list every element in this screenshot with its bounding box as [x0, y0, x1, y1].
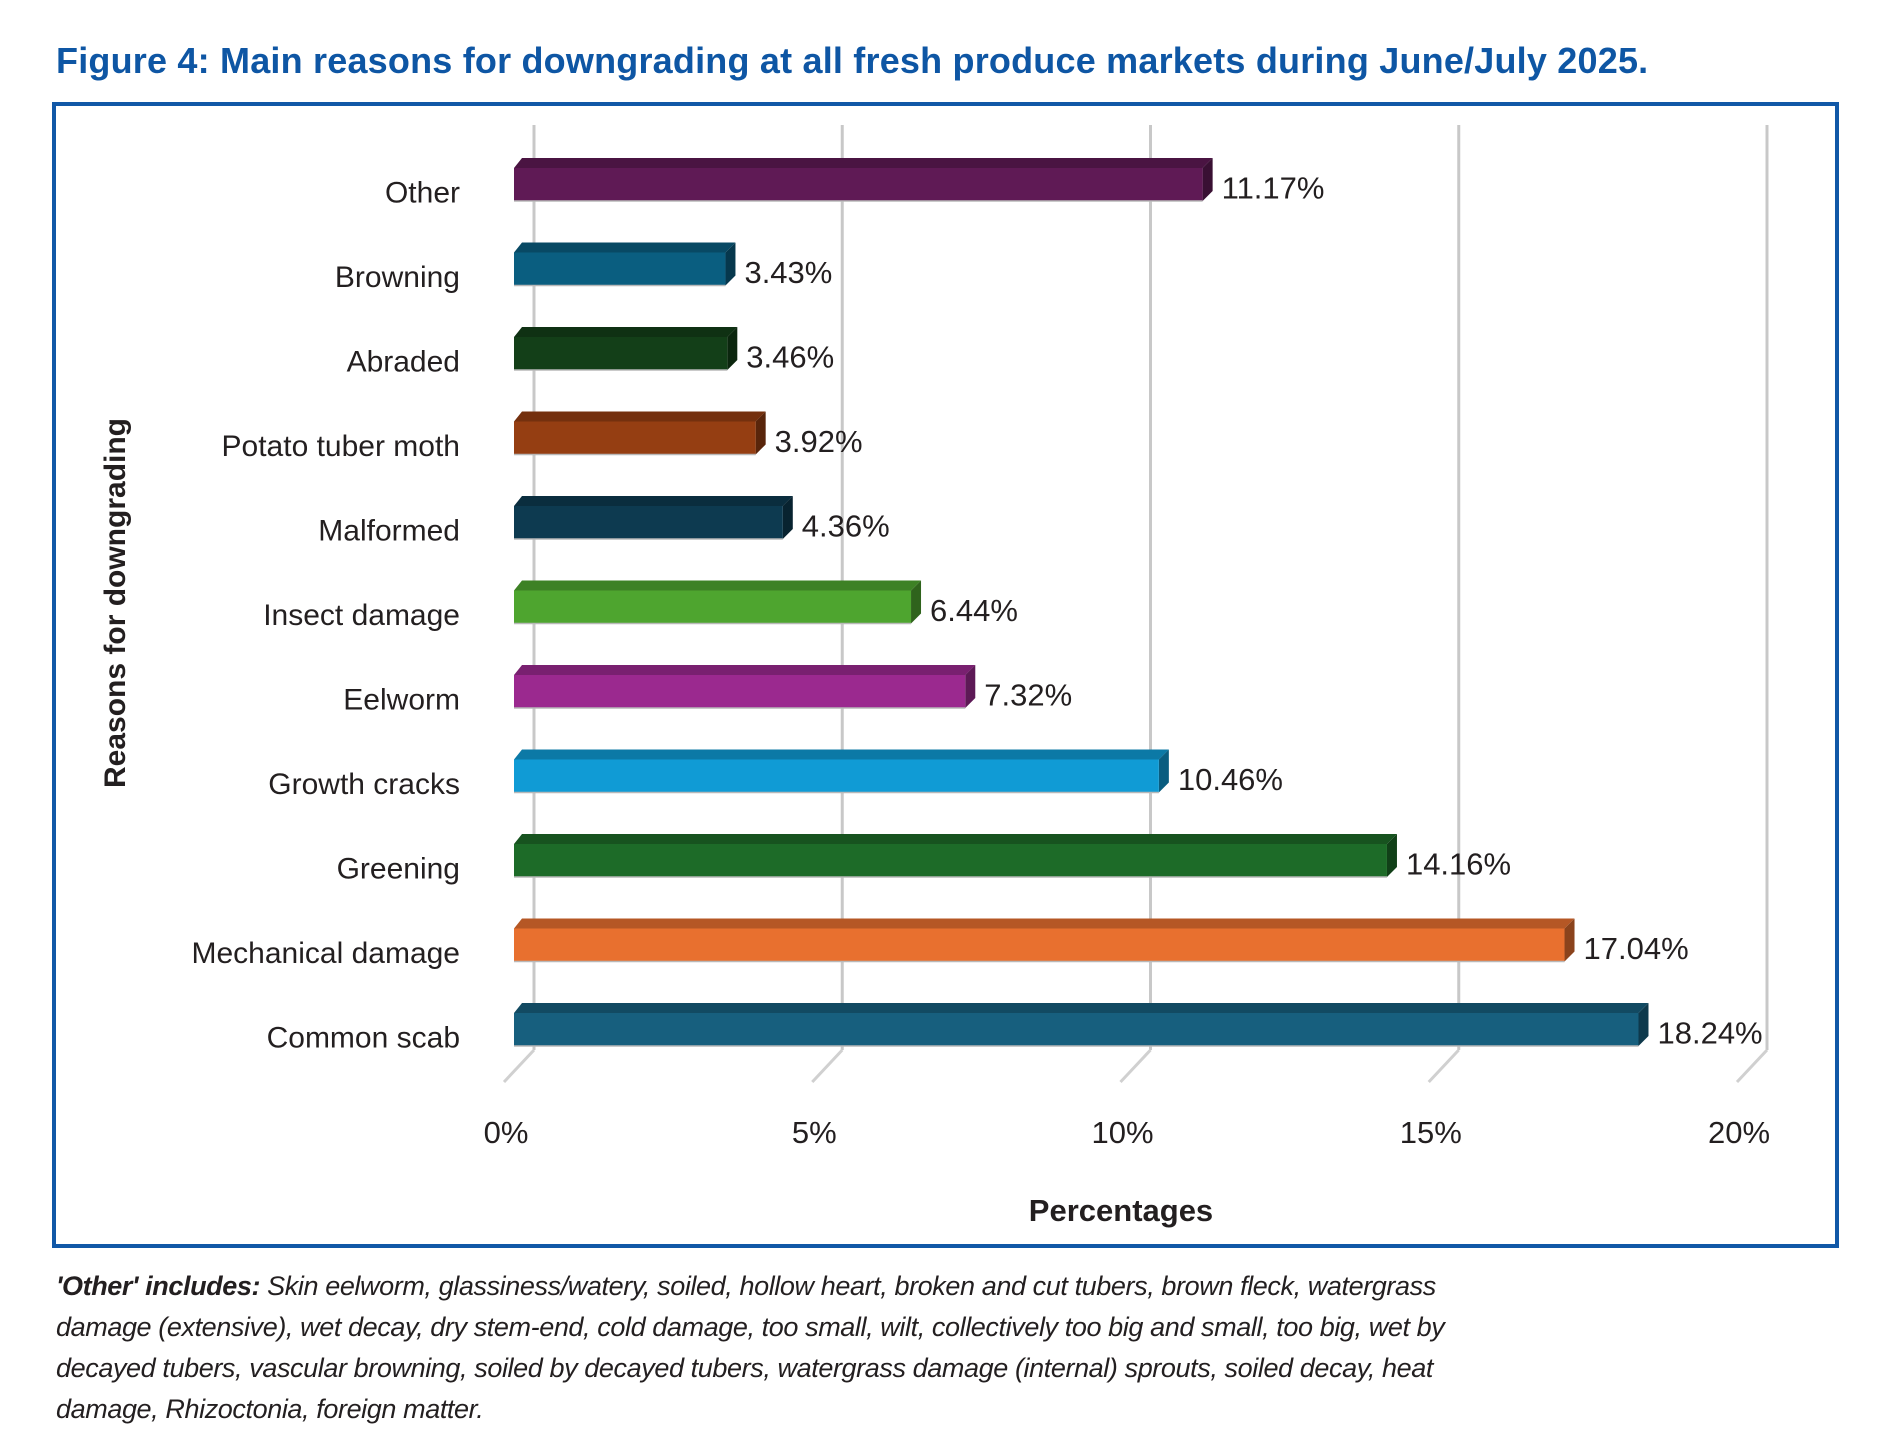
- bar-top-face: [514, 327, 740, 337]
- footnote-lead: 'Other' includes:: [56, 1271, 261, 1301]
- bar-top-face: [514, 918, 1577, 929]
- gridline-floor: [1735, 1048, 1769, 1084]
- bar-side-face: [727, 327, 738, 370]
- category-label: Malformed: [318, 514, 460, 547]
- bar: [514, 252, 726, 286]
- x-tick-label: 0%: [484, 1115, 529, 1150]
- bar-group: 6.44%: [514, 580, 1018, 628]
- bar-group: 3.43%: [514, 242, 832, 290]
- category-labels: Other Browning Abraded Potato tuber moth Mal…: [192, 176, 461, 1054]
- category-label: Insect damage: [263, 599, 460, 632]
- x-tick-label: 5%: [792, 1115, 837, 1150]
- bar-group: 4.36%: [514, 496, 890, 544]
- footnote-line: damage, Rhizoctonia, foreign matter.: [56, 1394, 484, 1424]
- bar: [514, 675, 966, 708]
- bar-side-face: [725, 242, 736, 286]
- footnote-line: decayed tubers, vascular browning, soile…: [56, 1353, 1433, 1383]
- gridline-floor: [811, 1048, 844, 1084]
- figure-title: Figure 4: Main reasons for downgrading a…: [56, 40, 1649, 81]
- gridline-floor: [502, 1048, 536, 1084]
- category-label: Browning: [335, 261, 460, 294]
- bar: [514, 506, 783, 539]
- bar-side-face: [1638, 1003, 1649, 1046]
- bar-top-face: [514, 580, 924, 591]
- footnote-line: damage (extensive), wet decay, dry stem-…: [56, 1312, 1445, 1342]
- bar-group: 10.46%: [514, 749, 1283, 797]
- bar-top-face: [514, 158, 1215, 168]
- bar-top-face: [514, 749, 1171, 760]
- bar-top-face: [514, 411, 768, 422]
- category-label: Mechanical damage: [192, 937, 461, 970]
- bar: [514, 759, 1159, 793]
- gridline-floor: [1427, 1048, 1460, 1084]
- bar-side-face: [965, 665, 976, 708]
- bar: [514, 844, 1387, 877]
- footnote: 'Other' includes: Skin eelworm, glassine…: [56, 1266, 1856, 1430]
- bar-group: 17.04%: [514, 918, 1689, 966]
- bar-value-label: 4.36%: [802, 509, 890, 544]
- x-tick-labels: 0% 5% 10% 15% 20%: [484, 1115, 1770, 1150]
- bar-group: 18.24%: [514, 1003, 1763, 1051]
- x-tick-label: 20%: [1708, 1115, 1770, 1150]
- x-axis-title: Percentages: [1029, 1193, 1213, 1228]
- bar-value-label: 7.32%: [984, 678, 1072, 713]
- footnote-text: Skin eelworm, glassiness/watery, soiled,…: [260, 1271, 1436, 1301]
- bar-value-label: 3.43%: [744, 255, 832, 290]
- bar-top-face: [514, 1003, 1651, 1013]
- bar-side-face: [911, 580, 922, 624]
- bar-value-label: 14.16%: [1406, 847, 1511, 882]
- category-label: Abraded: [347, 345, 460, 378]
- category-label: Potato tuber moth: [222, 430, 460, 463]
- bar-top-face: [514, 242, 738, 253]
- category-label: Greening: [337, 852, 460, 885]
- bar-group: 11.17%: [514, 158, 1324, 206]
- bar-value-label: 3.46%: [746, 340, 834, 375]
- category-label: Eelworm: [343, 683, 460, 716]
- bar-value-label: 10.46%: [1178, 762, 1283, 797]
- bar-group: 14.16%: [514, 834, 1511, 882]
- bar-top-face: [514, 834, 1399, 844]
- bar-group: 3.92%: [514, 411, 863, 459]
- bar-group: 3.46%: [514, 327, 834, 375]
- bar-group: 7.32%: [514, 665, 1072, 713]
- footnote-line: 'Other' includes: Skin eelworm, glassine…: [56, 1266, 1856, 1307]
- category-label: Common scab: [267, 1021, 460, 1054]
- bar-value-label: 3.92%: [775, 424, 863, 459]
- bar: [514, 168, 1203, 201]
- bar-value-label: 6.44%: [930, 593, 1018, 628]
- bars: 11.17% 3.43% 3.46% 3.92% 4.36% 6.44% 7.32% 10.4…: [514, 158, 1763, 1051]
- bar: [514, 590, 912, 624]
- bar-side-face: [782, 496, 793, 539]
- bar: [514, 421, 756, 455]
- bar-top-face: [514, 665, 978, 675]
- bar-side-face: [1564, 918, 1575, 962]
- bar: [514, 928, 1565, 962]
- bar-side-face: [755, 411, 766, 455]
- bar-value-label: 17.04%: [1584, 931, 1689, 966]
- bar-value-label: 11.17%: [1222, 171, 1325, 206]
- bar-side-face: [1202, 158, 1213, 201]
- x-tick-label: 10%: [1091, 1115, 1153, 1150]
- bar-side-face: [1158, 749, 1169, 793]
- category-label: Other: [385, 176, 460, 209]
- gridline-floor: [1119, 1048, 1152, 1084]
- bar-top-face: [514, 496, 795, 506]
- bar-side-face: [1386, 834, 1397, 877]
- x-tick-label: 15%: [1400, 1115, 1462, 1150]
- bar-value-label: 18.24%: [1657, 1016, 1762, 1051]
- y-axis-title: Reasons for downgrading: [99, 418, 132, 788]
- category-label: Growth cracks: [268, 768, 460, 801]
- chart-frame: [52, 102, 1839, 1248]
- bar: [514, 337, 728, 370]
- bar: [514, 1013, 1639, 1046]
